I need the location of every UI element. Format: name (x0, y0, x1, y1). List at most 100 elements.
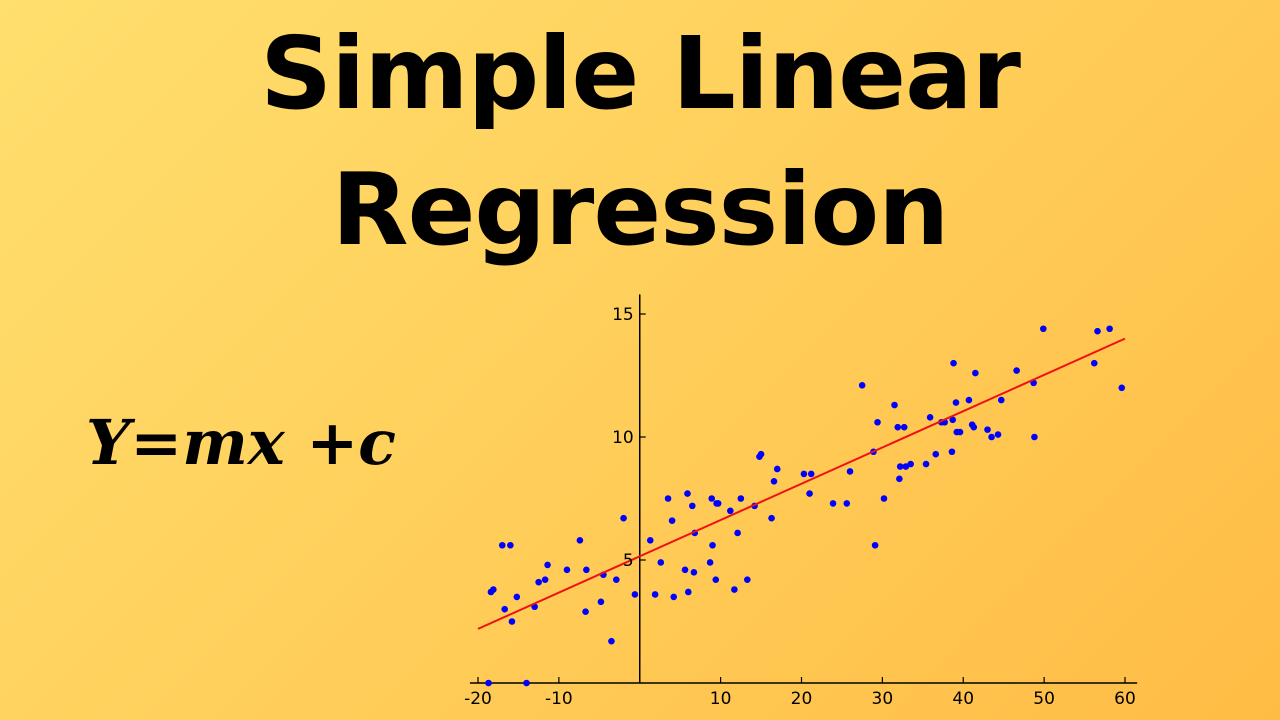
data-point (807, 470, 815, 478)
data-point (858, 382, 866, 389)
data-point (583, 566, 590, 574)
data-point (734, 529, 741, 537)
x-tick-label: -10 (545, 689, 573, 709)
data-point (900, 423, 908, 431)
data-point (612, 576, 620, 583)
data-point (1090, 359, 1098, 367)
data-point (757, 450, 765, 458)
data-point (513, 593, 521, 601)
data-point (709, 541, 716, 549)
data-point (681, 566, 689, 574)
data-point (631, 591, 639, 598)
axes (469, 294, 1138, 684)
data-point (690, 569, 698, 576)
data-point (582, 608, 589, 615)
x-tick-label: 30 (872, 689, 894, 709)
data-point (576, 537, 584, 544)
data-point (806, 490, 813, 497)
y-tick-label: 10 (612, 428, 634, 448)
data-point (646, 537, 654, 544)
data-point (902, 463, 910, 470)
title-line-2: Regression (331, 151, 950, 268)
data-point (708, 495, 716, 502)
regression-line-group (477, 337, 1126, 630)
data-point (896, 463, 904, 470)
data-point (706, 559, 714, 566)
data-point (535, 578, 542, 586)
data-point (684, 490, 691, 497)
data-point (922, 460, 930, 468)
data-point (988, 433, 995, 441)
data-point (997, 396, 1005, 404)
x-tick-label: 10 (710, 689, 732, 709)
data-point (541, 576, 549, 583)
data-point (651, 591, 659, 598)
data-point (768, 514, 775, 522)
data-point (949, 416, 957, 424)
data-point (843, 500, 851, 507)
data-point (891, 401, 898, 409)
data-point (664, 495, 672, 502)
data-point (684, 588, 692, 596)
data-point (1094, 327, 1101, 335)
data-point (544, 561, 551, 569)
data-point (965, 396, 973, 404)
data-point (871, 541, 879, 549)
data-point (714, 500, 722, 507)
data-point (994, 431, 1002, 438)
data-point (970, 423, 978, 431)
data-point (523, 679, 530, 687)
data-point (926, 414, 934, 421)
data-point (956, 428, 964, 436)
data-point (948, 448, 956, 456)
data-point (657, 559, 665, 566)
data-point (800, 470, 808, 478)
data-point (620, 514, 627, 522)
data-point (501, 605, 508, 613)
y-tick-label: 5 (623, 551, 634, 571)
data-point (563, 566, 571, 574)
data-point (932, 450, 940, 458)
x-tick-label: -20 (464, 689, 492, 709)
data-point (670, 593, 678, 601)
data-point (1040, 325, 1047, 333)
data-points (485, 325, 1126, 687)
data-point (894, 423, 902, 431)
data-point (829, 500, 837, 507)
data-point (689, 502, 696, 510)
data-point (972, 369, 979, 377)
data-point (498, 541, 506, 549)
data-point (731, 586, 738, 593)
x-tick-label: 60 (1114, 689, 1136, 709)
x-tick-label: 20 (791, 689, 813, 709)
data-point (608, 637, 615, 645)
data-point (507, 541, 514, 549)
x-tick-label: 50 (1033, 689, 1055, 709)
data-point (490, 586, 497, 593)
data-point (1118, 384, 1126, 392)
data-point (1106, 325, 1113, 333)
data-point (984, 426, 991, 433)
data-point (907, 460, 914, 468)
title-line-1: Simple Linear (260, 15, 1021, 132)
y-tick-label: 15 (612, 305, 634, 325)
data-point (727, 507, 734, 515)
data-point (737, 495, 745, 502)
data-point (744, 576, 751, 583)
data-point (1031, 433, 1038, 441)
data-point (508, 618, 516, 625)
data-point (880, 495, 888, 502)
data-point (597, 598, 605, 606)
data-point (952, 399, 960, 406)
data-point (846, 468, 854, 475)
data-point (950, 359, 957, 367)
data-point (485, 679, 492, 687)
formula: Y=mx +c (86, 406, 397, 479)
data-point (773, 465, 781, 473)
regression-line (477, 337, 1126, 630)
x-tick-label: 40 (952, 689, 974, 709)
data-point (874, 418, 881, 426)
data-point (770, 477, 778, 485)
data-point (712, 576, 720, 583)
